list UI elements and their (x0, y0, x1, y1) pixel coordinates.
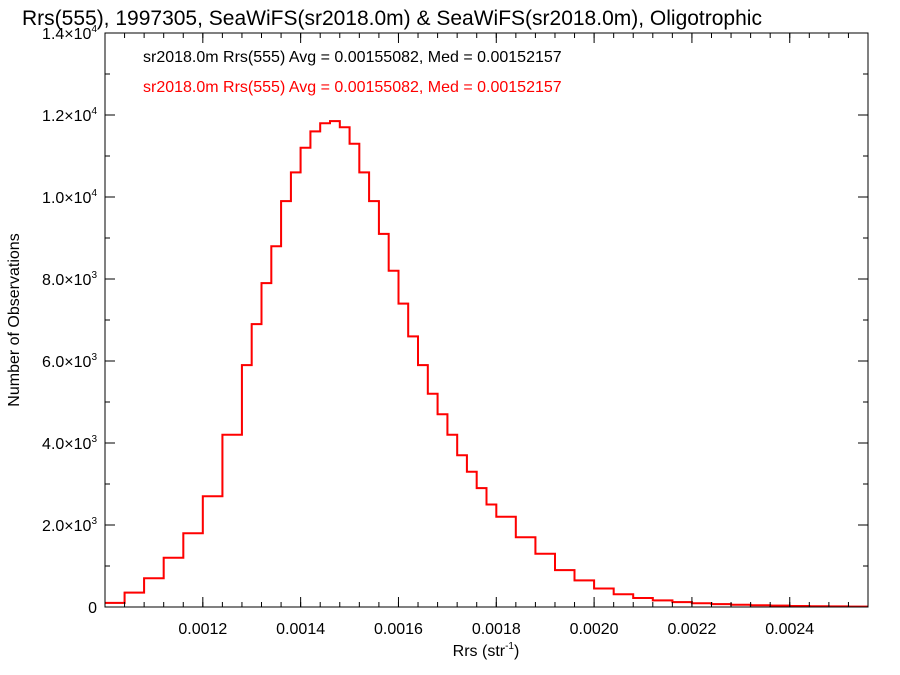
y-axis-label: Number of Observations (6, 233, 23, 406)
x-tick-label: 0.0020 (570, 621, 619, 638)
y-tick-label: 8.0×103 (42, 270, 97, 289)
chart-title: Rrs(555), 1997305, SeaWiFS(sr2018.0m) & … (22, 7, 762, 30)
y-tick-label: 2.0×103 (42, 516, 97, 535)
x-tick-label: 0.0012 (178, 621, 227, 638)
y-tick-label: 6.0×103 (42, 352, 97, 371)
plot-frame (104, 32, 869, 608)
x-axis-label: Rrs (str-1) (453, 641, 520, 660)
y-tick-label: 1.0×104 (42, 188, 97, 207)
x-tick-label: 0.0024 (765, 621, 814, 638)
x-tick-label: 0.0016 (374, 621, 423, 638)
series-1-line (105, 120, 868, 607)
x-tick-label: 0.0018 (472, 621, 521, 638)
series-2-line (105, 120, 868, 607)
y-tick-label: 4.0×103 (42, 434, 97, 453)
legend-annotation-1: sr2018.0m Rrs(555) Avg = 0.00155082, Med… (143, 49, 562, 66)
y-tick-label: 1.4×104 (42, 24, 97, 43)
x-axis-label-text: Rrs (str (453, 643, 506, 660)
y-tick-label: 1.2×104 (42, 106, 97, 125)
x-axis-label-tail: ) (514, 643, 519, 660)
y-tick-label: 0 (88, 600, 97, 617)
x-tick-label: 0.0022 (667, 621, 716, 638)
legend-annotation-2: sr2018.0m Rrs(555) Avg = 0.00155082, Med… (143, 79, 562, 96)
x-axis-label-exponent: -1 (505, 641, 514, 652)
x-tick-label: 0.0014 (276, 621, 325, 638)
